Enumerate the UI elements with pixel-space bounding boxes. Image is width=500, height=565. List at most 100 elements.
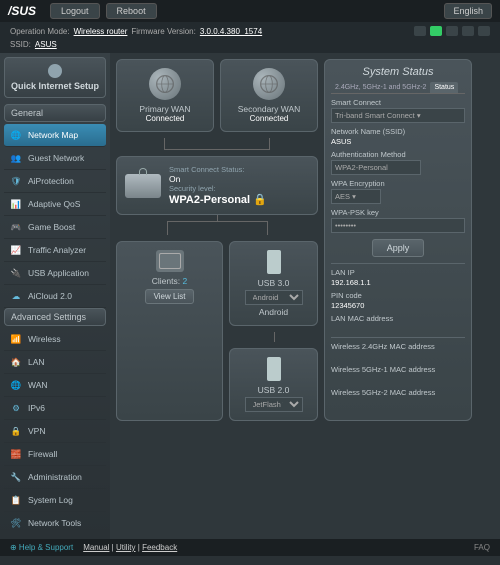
usb2-card[interactable]: USB 2.0 JetFlash TS2GJF ▾ — [229, 348, 318, 421]
opmode-label: Operation Mode: — [10, 27, 70, 36]
qis-icon — [48, 64, 62, 78]
nav-label: VPN — [28, 426, 45, 436]
status-title: System Status — [331, 66, 465, 78]
nav-label: Firewall — [28, 449, 57, 459]
nav-label: System Log — [28, 495, 73, 505]
nav-icon: ⚙ — [9, 401, 23, 415]
sidebar-item-adaptive-qos[interactable]: 📊 Adaptive QoS — [4, 193, 106, 216]
sidebar-item-network-map[interactable]: 🌐Network Map — [4, 124, 106, 147]
clients-card[interactable]: Clients: 2 View List — [116, 241, 223, 421]
nav-label: IPv6 — [28, 403, 45, 413]
w52mac-label: Wireless 5GHz-2 MAC address — [331, 388, 465, 397]
qis-label: Quick Internet Setup — [11, 81, 99, 91]
help-support-link[interactable]: ⊕ Help & Support — [10, 543, 73, 552]
nav-label: Adaptive QoS — [28, 199, 80, 209]
sidebar-item-traffic-analyzer[interactable]: 📈 Traffic Analyzer — [4, 239, 106, 262]
quick-internet-setup[interactable]: Quick Internet Setup — [4, 57, 106, 98]
brand-logo: /SUS — [8, 4, 36, 18]
tab-status[interactable]: Status — [430, 82, 458, 93]
view-list-button[interactable]: View List — [145, 289, 195, 304]
section-advanced: Advanced Settings — [4, 308, 106, 326]
sidebar-item-aicloud-2.0[interactable]: ☁ AiCloud 2.0 — [4, 285, 106, 308]
sc-sec-label: Security level: — [169, 184, 267, 193]
enc-label: WPA Encryption — [331, 179, 465, 188]
nav-icon: 🏠 — [9, 355, 23, 369]
ssid-value[interactable]: ASUS — [35, 40, 57, 49]
primary-wan-card[interactable]: Primary WAN Connected — [116, 59, 214, 132]
ssid-field-label: Network Name (SSID) — [331, 127, 465, 136]
sidebar-item-firewall[interactable]: 🧱 Firewall — [4, 443, 106, 466]
sidebar-item-usb-application[interactable]: 🔌USB Application — [4, 262, 106, 285]
nav-label: Game Boost — [28, 222, 75, 232]
usb3-select[interactable]: Android — [245, 290, 303, 305]
apply-button[interactable]: Apply — [372, 239, 425, 257]
nav-icon: 🎮 — [9, 220, 23, 234]
wan1-title: Primary WAN — [125, 104, 205, 114]
info-bar: Operation Mode: Wireless router Firmware… — [0, 22, 500, 40]
nav-label: Administration — [28, 472, 82, 482]
nav-label: Traffic Analyzer — [28, 245, 86, 255]
sidebar-item-lan[interactable]: 🏠LAN — [4, 351, 106, 374]
auth-label: Authentication Method — [331, 150, 465, 159]
router-card[interactable]: Smart Connect Status: On Security level:… — [116, 156, 318, 215]
reboot-button[interactable]: Reboot — [106, 3, 157, 19]
nav-icon: 🔒 — [9, 424, 23, 438]
sc-sec-value: WPA2-Personal — [169, 194, 250, 206]
nav-icon: 📶 — [9, 332, 23, 346]
pin-value: 12345670 — [331, 301, 465, 310]
sidebar-item-vpn[interactable]: 🔒 VPN — [4, 420, 106, 443]
nav-icon: 🧱 — [9, 447, 23, 461]
sidebar-item-system-log[interactable]: 📋 System Log — [4, 489, 106, 512]
feedback-link[interactable]: Feedback — [142, 543, 177, 552]
manual-link[interactable]: Manual — [83, 543, 109, 552]
tab-bands[interactable]: 2.4GHz, 5GHz-1 and 5GHz-2 — [331, 82, 430, 93]
system-status-panel: System Status 2.4GHz, 5GHz-1 and 5GHz-2 … — [324, 59, 472, 421]
router-icon — [125, 174, 161, 198]
clients-count: 2 — [182, 276, 187, 286]
smart-connect-select[interactable] — [331, 108, 465, 123]
sidebar-item-game-boost[interactable]: 🎮 Game Boost — [4, 216, 106, 239]
nav-icon: 🛡 — [9, 174, 23, 188]
auth-select[interactable] — [331, 160, 421, 175]
nav-icon: ☁ — [9, 289, 23, 303]
usb3-card[interactable]: USB 3.0 Android Android — [229, 241, 318, 326]
faq-link[interactable]: FAQ — [474, 543, 490, 552]
nav-icon: 📋 — [9, 493, 23, 507]
nav-label: Guest Network — [28, 153, 84, 163]
w51mac-label: Wireless 5GHz-1 MAC address — [331, 365, 465, 374]
ssid-label: SSID: — [10, 40, 31, 49]
fw-value[interactable]: 3.0.0.4.380_1574 — [200, 27, 262, 36]
lanmac-label: LAN MAC address — [331, 314, 465, 323]
secondary-wan-card[interactable]: Secondary WAN Connected — [220, 59, 318, 132]
nav-label: Network Map — [28, 130, 78, 140]
enc-select[interactable] — [331, 189, 381, 204]
opmode-value[interactable]: Wireless router — [74, 27, 128, 36]
nav-icon: 📊 — [9, 197, 23, 211]
top-bar: /SUS Logout Reboot English — [0, 0, 500, 22]
usb2-select[interactable]: JetFlash TS2GJF ▾ — [245, 397, 303, 412]
sidebar-item-network-tools[interactable]: 🛠Network Tools — [4, 512, 106, 535]
nav-label: Wireless — [28, 334, 61, 344]
sidebar-item-wireless[interactable]: 📶 Wireless — [4, 328, 106, 351]
nav-label: AiCloud 2.0 — [28, 291, 72, 301]
sidebar-item-guest-network[interactable]: 👥 Guest Network — [4, 147, 106, 170]
globe-icon — [149, 68, 181, 100]
footer-links: Manual | Utility | Feedback — [83, 543, 177, 552]
sidebar-item-wan[interactable]: 🌐WAN — [4, 374, 106, 397]
language-select[interactable]: English — [444, 3, 492, 19]
lock-icon: 🔒 — [253, 194, 267, 206]
sidebar-item-administration[interactable]: 🔧Administration — [4, 466, 106, 489]
logout-button[interactable]: Logout — [50, 3, 100, 19]
nav-icon: 🌐 — [9, 378, 23, 392]
psk-label: WPA-PSK key — [331, 208, 465, 217]
sidebar-item-ipv6[interactable]: ⚙ IPv6 — [4, 397, 106, 420]
nav-icon: 📈 — [9, 243, 23, 257]
nav-icon: 🛠 — [9, 516, 23, 530]
sidebar-item-aiprotection[interactable]: 🛡AiProtection — [4, 170, 106, 193]
psk-input[interactable] — [331, 218, 465, 233]
w24mac-label: Wireless 2.4GHz MAC address — [331, 342, 465, 351]
utility-link[interactable]: Utility — [116, 543, 136, 552]
nav-icon: 👥 — [9, 151, 23, 165]
ssid-field-value: ASUS — [331, 137, 465, 146]
usb3-value: Android — [238, 307, 309, 317]
